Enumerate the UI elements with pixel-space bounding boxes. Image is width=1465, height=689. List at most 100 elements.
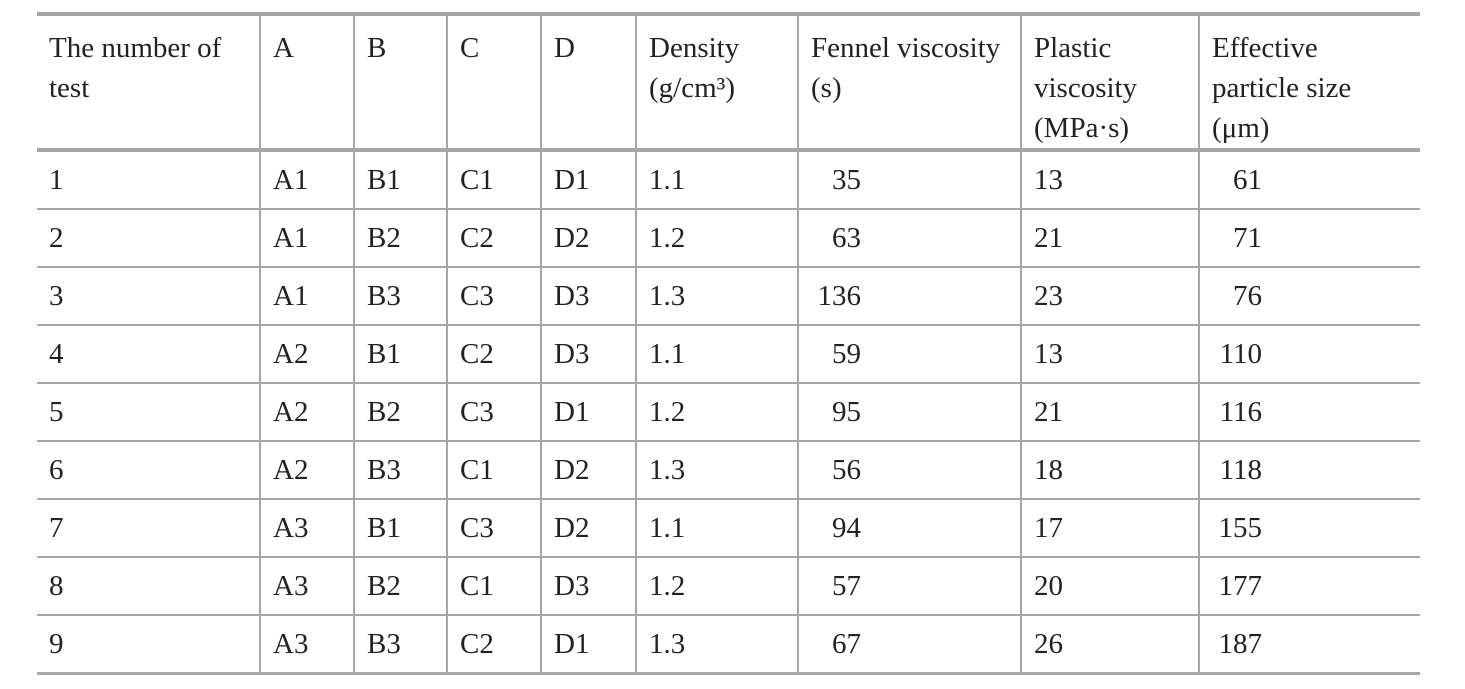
table-cell: 116 <box>1198 383 1420 441</box>
table-cell: 155 <box>1198 499 1420 557</box>
cell-value: 59 <box>832 338 861 370</box>
table-cell: 67 <box>797 615 1021 674</box>
table-cell: C1 <box>446 150 541 209</box>
table-cell: 20 <box>1020 557 1199 615</box>
cell-value: 177 <box>1218 570 1263 602</box>
table-cell: C3 <box>446 267 541 325</box>
table-cell: B1 <box>353 499 447 557</box>
table-cell: 56 <box>797 441 1021 499</box>
cell-value: 110 <box>1219 338 1262 370</box>
table-cell: 35 <box>797 150 1021 209</box>
table-row: 5 A2 B2 C3 D1 1.2 95 21 116 <box>37 383 1420 441</box>
table-cell: A3 <box>259 557 354 615</box>
table-cell: 76 <box>1198 267 1420 325</box>
table-header: The number of test A B C D Density (g/cm… <box>37 14 1420 150</box>
table-cell: 1 <box>49 164 64 196</box>
table-cell: 21 <box>1020 383 1199 441</box>
header-cell: C <box>446 14 541 150</box>
table-cell: 1.3 <box>635 441 798 499</box>
table-cell: 118 <box>1198 441 1420 499</box>
table-cell: D1 <box>540 615 636 674</box>
table-cell: 1.2 <box>635 383 798 441</box>
table-row: 7 A3 B1 C3 D2 1.1 94 17 155 <box>37 499 1420 557</box>
table-cell: 9 <box>49 628 64 660</box>
header-cell: D <box>540 14 636 150</box>
table-cell: A3 <box>259 615 354 674</box>
table-cell: 1.2 <box>635 557 798 615</box>
table-cell: C2 <box>446 615 541 674</box>
table-row: 1 A1 B1 C1 D1 1.1 35 13 61 <box>37 150 1420 209</box>
table-cell: D2 <box>540 499 636 557</box>
cell-value: 76 <box>1233 280 1262 312</box>
table-cell: 5 <box>49 396 64 428</box>
table-cell: B3 <box>353 267 447 325</box>
table-cell: B1 <box>353 325 447 383</box>
cell-value: 136 <box>817 280 862 312</box>
table-cell: 94 <box>797 499 1021 557</box>
header-cell: Plastic viscosity (MPa·s) <box>1020 14 1199 150</box>
table-cell: C2 <box>446 325 541 383</box>
cell-value: 118 <box>1219 454 1262 486</box>
table-cell: D1 <box>540 383 636 441</box>
data-table: The number of test A B C D Density (g/cm… <box>37 12 1420 675</box>
header-cell: B <box>353 14 447 150</box>
header-cell: Fennel viscosity (s) <box>797 14 1021 150</box>
table-cell: 1.1 <box>635 325 798 383</box>
table-cell: 1.3 <box>635 267 798 325</box>
table-cell: C3 <box>446 499 541 557</box>
header-row: The number of test A B C D Density (g/cm… <box>37 14 1420 150</box>
cell-value: 35 <box>832 164 861 196</box>
table-cell: B2 <box>353 383 447 441</box>
table-cell: 21 <box>1020 209 1199 267</box>
cell-value: 155 <box>1218 512 1263 544</box>
table-cell: A2 <box>259 325 354 383</box>
cell-value: 116 <box>1219 396 1262 428</box>
table-cell: C1 <box>446 441 541 499</box>
cell-value: 94 <box>832 512 861 544</box>
header-cell: The number of test <box>49 32 222 104</box>
table-cell: 17 <box>1020 499 1199 557</box>
table-cell: 71 <box>1198 209 1420 267</box>
table-row: 9 A3 B3 C2 D1 1.3 67 26 187 <box>37 615 1420 674</box>
table-row: 6 A2 B3 C1 D2 1.3 56 18 118 <box>37 441 1420 499</box>
cell-value: 187 <box>1218 628 1263 660</box>
table-cell: B2 <box>353 557 447 615</box>
table-cell: B3 <box>353 615 447 674</box>
table-cell: A1 <box>259 267 354 325</box>
table-cell: 1.3 <box>635 615 798 674</box>
table-cell: B2 <box>353 209 447 267</box>
table-cell: C1 <box>446 557 541 615</box>
table-cell: A3 <box>259 499 354 557</box>
table-cell: A2 <box>259 441 354 499</box>
table-cell: B3 <box>353 441 447 499</box>
table-cell: A1 <box>259 150 354 209</box>
table-cell: 110 <box>1198 325 1420 383</box>
table-cell: 13 <box>1020 150 1199 209</box>
table-row: 4 A2 B1 C2 D3 1.1 59 13 110 <box>37 325 1420 383</box>
cell-value: 95 <box>832 396 861 428</box>
table-cell: 57 <box>797 557 1021 615</box>
table-cell: D3 <box>540 557 636 615</box>
table-cell: D2 <box>540 209 636 267</box>
table-cell: 136 <box>797 267 1021 325</box>
cell-value: 61 <box>1233 164 1262 196</box>
table-cell: 4 <box>49 338 64 370</box>
table-cell: A2 <box>259 383 354 441</box>
table-cell: 63 <box>797 209 1021 267</box>
table-cell: D3 <box>540 267 636 325</box>
cell-value: 56 <box>832 454 861 486</box>
table-cell: 187 <box>1198 615 1420 674</box>
header-cell: Density (g/cm³) <box>635 14 798 150</box>
table-cell: 2 <box>49 222 64 254</box>
cell-value: 57 <box>832 570 861 602</box>
table-cell: 13 <box>1020 325 1199 383</box>
table-cell: 26 <box>1020 615 1199 674</box>
table-cell: 95 <box>797 383 1021 441</box>
table-cell: 61 <box>1198 150 1420 209</box>
table-body: 1 A1 B1 C1 D1 1.1 35 13 61 2 A1 B2 C2 D2 1.2 63 21 71 3 A1 B… <box>37 150 1420 674</box>
table-row: 3 A1 B3 C3 D3 1.3 136 23 76 <box>37 267 1420 325</box>
table-cell: 59 <box>797 325 1021 383</box>
table-cell: D1 <box>540 150 636 209</box>
table-cell: 6 <box>49 454 64 486</box>
